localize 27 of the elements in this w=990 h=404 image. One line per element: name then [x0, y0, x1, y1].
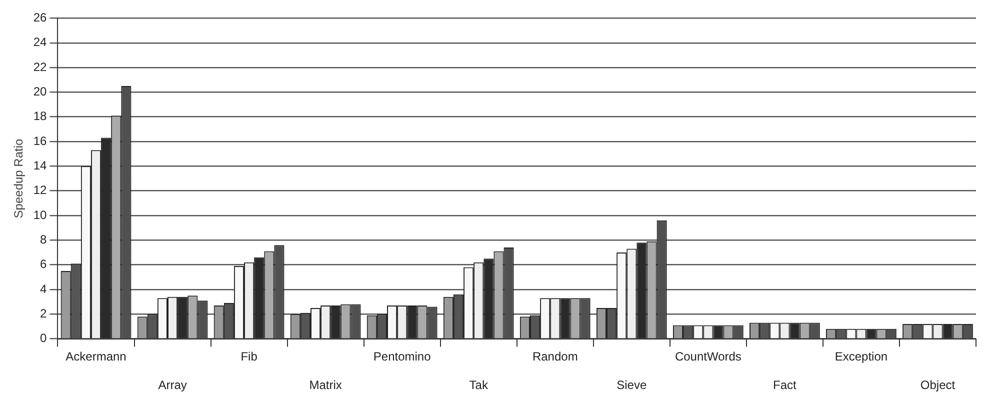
y-tick-label: 10 [33, 208, 48, 222]
y-tick-label: 16 [33, 134, 48, 148]
x-tick-label: Object [920, 378, 956, 392]
x-tick-label: CountWords [674, 349, 742, 364]
x-tick-label: Matrix [309, 378, 342, 392]
x-tick-label: Random [532, 349, 578, 364]
x-tick-label: Fib [240, 349, 258, 364]
y-tick-label: 14 [33, 158, 48, 172]
y-tick-label: 8 [40, 232, 48, 246]
y-tick-label: 22 [33, 60, 48, 74]
x-tick-label: Array [158, 378, 187, 392]
x-tick-label: Sieve [616, 378, 647, 392]
y-axis-title: Speedup Ratio [12, 138, 26, 218]
y-tick-label: 26 [33, 10, 48, 25]
y-tick-label: 0 [40, 331, 48, 346]
y-tick-label: 24 [33, 35, 48, 50]
y-tick-label: 6 [40, 257, 48, 272]
x-tick-label: Tak [469, 378, 489, 392]
y-tick-label: 20 [33, 84, 48, 98]
y-tick-label: 18 [33, 109, 48, 124]
y-tick-label: 4 [40, 282, 48, 296]
y-tick-label: 12 [33, 183, 48, 198]
x-tick-label: Exception [834, 349, 888, 364]
x-tick-label: Pentomino [373, 349, 432, 364]
y-tick-label: 2 [40, 306, 48, 320]
x-tick-label: Ackermann [66, 349, 126, 364]
x-tick-label: Fact [773, 378, 798, 392]
